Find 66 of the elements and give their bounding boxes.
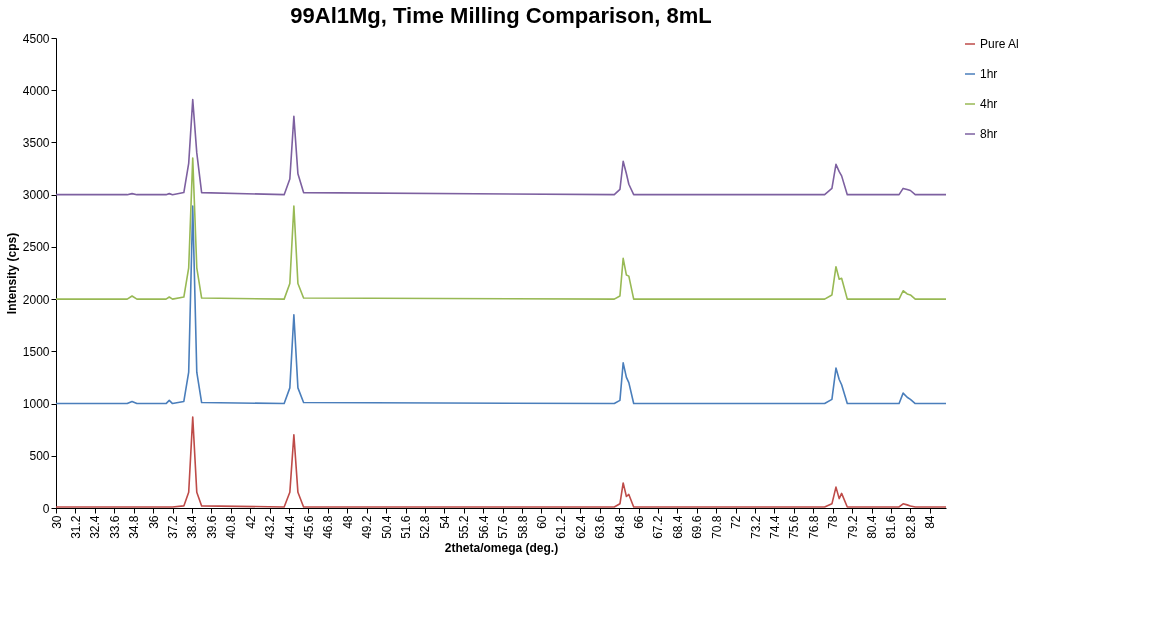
x-tick-label: 72 — [729, 515, 744, 529]
x-tick-label: 48 — [340, 515, 355, 529]
x-tick-label: 80.4 — [865, 515, 880, 539]
y-tick-label: 1000 — [22, 397, 50, 412]
x-tick-label: 76.8 — [806, 515, 821, 539]
y-tick-label: 500 — [29, 449, 50, 464]
x-tick-label: 67.2 — [651, 515, 666, 539]
x-tick-label: 44.4 — [282, 515, 297, 539]
x-tick-label: 70.8 — [709, 515, 724, 539]
legend-label: 1hr — [980, 67, 998, 81]
x-tick-label: 37.2 — [166, 515, 181, 539]
x-tick-label: 61.2 — [554, 515, 569, 539]
y-axis-title: Intensity (cps) — [4, 232, 19, 315]
x-tick-label: 39.6 — [204, 515, 219, 539]
legend-label: Pure Al — [980, 37, 1019, 51]
y-tick-label: 3500 — [22, 135, 50, 150]
x-tick-label: 62.4 — [573, 515, 588, 539]
x-tick-label: 75.6 — [787, 515, 802, 539]
x-tick-label: 31.2 — [68, 515, 83, 539]
line-series — [56, 205, 946, 405]
x-tick-label: 66 — [632, 515, 647, 529]
x-tick-label: 54 — [437, 515, 452, 529]
x-tick-label: 84 — [923, 515, 938, 529]
x-tick-label: 64.8 — [612, 515, 627, 539]
x-tick-label: 56.4 — [476, 515, 491, 539]
x-tick-label: 33.6 — [107, 515, 122, 539]
x-tick-label: 63.6 — [593, 515, 608, 539]
x-tick-label: 45.6 — [301, 515, 316, 539]
x-tick-label: 78 — [826, 515, 841, 529]
legend-label: 8hr — [980, 127, 998, 141]
x-tick-label: 58.8 — [515, 515, 530, 539]
x-tick-label: 38.4 — [185, 515, 200, 539]
x-tick-label: 49.2 — [360, 515, 375, 539]
x-tick-label: 30 — [49, 515, 64, 529]
x-tick-label: 79.2 — [845, 515, 860, 539]
legend-label: 4hr — [980, 97, 998, 111]
x-tick-label: 40.8 — [224, 515, 239, 539]
x-tick-label: 74.4 — [767, 515, 782, 539]
x-tick-label: 51.6 — [399, 515, 414, 539]
x-tick-label: 60 — [534, 515, 549, 529]
x-tick-label: 68.4 — [670, 515, 685, 539]
x-tick-label: 82.8 — [903, 515, 918, 539]
x-tick-label: 57.6 — [496, 515, 511, 539]
x-tick-label: 43.2 — [263, 515, 278, 539]
y-tick-label: 0 — [42, 501, 50, 516]
y-tick-label: 2000 — [22, 292, 50, 307]
x-axis-title: 2theta/omega (deg.) — [444, 540, 559, 555]
y-tick-label: 1500 — [22, 344, 50, 359]
x-tick-label: 81.6 — [884, 515, 899, 539]
y-tick-label: 4000 — [22, 83, 50, 98]
chart-title: 99Al1Mg, Time Milling Comparison, 8mL — [290, 3, 712, 28]
y-tick-label: 3000 — [22, 188, 50, 203]
line-series — [56, 98, 946, 196]
x-tick-label: 32.4 — [88, 515, 103, 539]
x-tick-label: 42 — [243, 515, 258, 529]
x-tick-label: 50.4 — [379, 515, 394, 539]
y-tick-label: 2500 — [22, 240, 50, 255]
x-tick-label: 73.2 — [748, 515, 763, 539]
x-tick-label: 34.8 — [127, 515, 142, 539]
y-tick-label: 4500 — [22, 31, 50, 46]
x-tick-label: 36 — [146, 515, 161, 529]
x-tick-label: 52.8 — [418, 515, 433, 539]
line-series — [56, 157, 946, 300]
x-tick-label: 46.8 — [321, 515, 336, 539]
x-tick-label: 69.6 — [690, 515, 705, 539]
x-tick-label: 55.2 — [457, 515, 472, 539]
